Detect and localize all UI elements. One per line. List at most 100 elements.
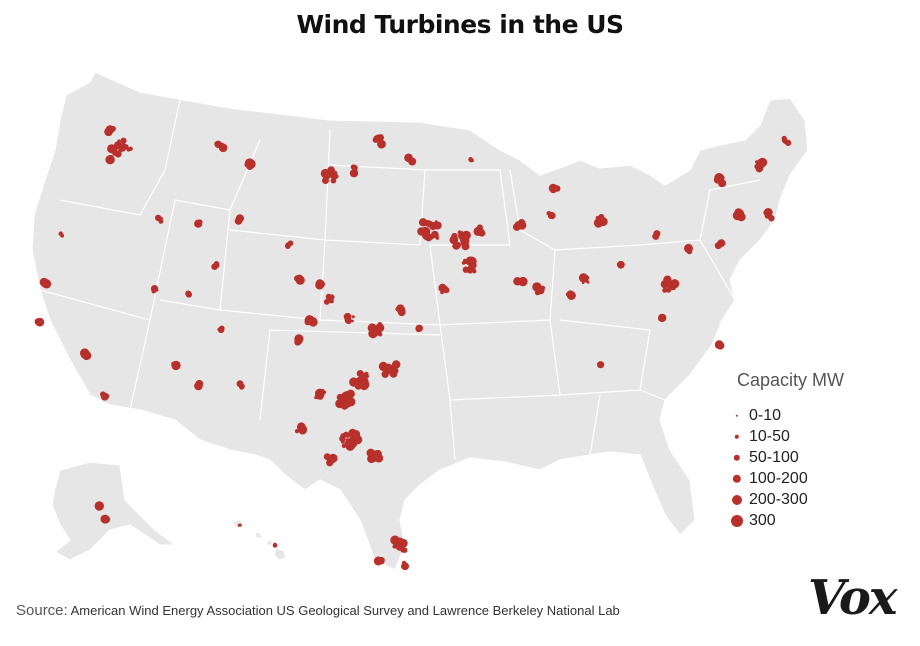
turbine-dot <box>238 523 242 527</box>
turbine-dot <box>586 280 590 284</box>
turbine-dot <box>94 501 105 511</box>
legend-label: 300 <box>749 512 776 529</box>
turbine-dot <box>393 363 398 368</box>
turbine-dot <box>361 380 370 389</box>
turbine-dot <box>58 232 62 236</box>
turbine-dot <box>217 328 221 331</box>
legend-dot <box>733 454 741 461</box>
turbine-dot <box>402 560 406 565</box>
legend-row-0: 0-10 <box>735 405 844 426</box>
turbine-dot <box>234 217 243 225</box>
turbine-dot <box>108 157 114 162</box>
turbine-dot <box>400 311 404 316</box>
turbine-dot <box>239 383 245 390</box>
turbine-dot <box>354 437 358 441</box>
turbine-dot <box>451 232 458 240</box>
turbine-dot <box>344 315 351 322</box>
turbine-dot <box>435 236 440 240</box>
turbine-dot <box>658 316 663 321</box>
turbine-dot <box>519 278 524 283</box>
legend-row-1: 10-50 <box>734 426 844 447</box>
turbine-dot <box>355 376 364 385</box>
turbine-dot <box>427 233 434 240</box>
vox-logo: Vox <box>808 570 897 626</box>
legend-label: 200-300 <box>749 491 808 508</box>
turbine-dot <box>459 231 464 236</box>
turbine-dot <box>340 439 345 444</box>
turbine-dot <box>337 397 344 403</box>
source-label: Source: <box>16 602 68 619</box>
turbine-dot <box>578 273 589 283</box>
turbine-dot <box>329 171 334 176</box>
turbine-dot <box>553 185 561 192</box>
turbine-dot <box>330 177 337 184</box>
turbine-dot <box>323 299 330 305</box>
map-title: Wind Turbines in the US <box>296 10 624 39</box>
alaska-shape <box>51 461 177 561</box>
turbine-dot <box>294 429 300 434</box>
turbine-dot <box>320 168 330 178</box>
turbine-dot <box>757 159 762 164</box>
turbine-dot <box>284 243 291 250</box>
turbine-dot <box>100 391 106 398</box>
turbine-dot <box>219 325 225 332</box>
turbine-dot <box>429 221 438 231</box>
turbine-dot <box>758 163 762 168</box>
turbine-dot <box>375 324 381 330</box>
turbine-dot <box>407 158 411 163</box>
turbine-dot <box>417 227 426 236</box>
turbine-dots <box>34 125 792 571</box>
legend-dot <box>734 434 740 439</box>
turbine-dot <box>398 546 403 551</box>
legend-dot <box>731 514 743 527</box>
turbine-dot <box>351 381 356 386</box>
turbine-dot <box>686 246 691 251</box>
turbine-dot <box>514 279 520 285</box>
turbine-dot <box>159 219 164 224</box>
turbine-dot <box>472 269 477 274</box>
turbine-dot <box>187 291 191 295</box>
turbine-dot <box>195 379 204 388</box>
turbine-dot <box>435 233 439 237</box>
legend-label: 0-10 <box>749 407 782 424</box>
turbine-dot <box>101 515 111 524</box>
contiguous-us-shape <box>31 71 809 571</box>
turbine-dot <box>114 150 122 158</box>
turbine-dot <box>109 144 117 152</box>
turbine-dot <box>80 348 90 358</box>
turbine-dot <box>402 547 408 553</box>
turbine-dot <box>344 441 349 445</box>
legend-dot <box>732 474 742 483</box>
turbine-dot <box>44 282 51 289</box>
turbine-dot <box>298 425 308 435</box>
legend-title: Capacity MW <box>737 370 845 390</box>
turbine-dot <box>362 372 367 377</box>
turbine-dot <box>351 319 354 323</box>
turbine-dot <box>441 285 449 293</box>
turbine-dot <box>423 235 428 240</box>
turbine-dot <box>662 287 668 293</box>
turbine-dot <box>246 163 254 171</box>
turbine-dot <box>425 223 428 227</box>
legend-label: 10-50 <box>749 428 790 445</box>
legend-row-2: 50-100 <box>733 447 844 468</box>
turbine-dot <box>368 328 378 339</box>
turbine-dot <box>377 139 386 149</box>
turbine-dot <box>515 224 519 228</box>
turbine-dot <box>597 361 605 369</box>
legend-label: 100-200 <box>749 470 808 487</box>
turbine-dot <box>461 237 469 246</box>
turbine-dot <box>351 315 355 319</box>
source-note: Source: American Wind Energy Association… <box>16 603 656 618</box>
turbine-dot <box>783 138 788 142</box>
turbine-dot <box>662 281 667 287</box>
turbine-dot <box>273 542 277 546</box>
legend-dot <box>732 494 742 505</box>
turbine-dot <box>566 290 575 299</box>
turbine-dot <box>652 233 658 240</box>
turbine-dot <box>763 209 771 217</box>
turbine-dot <box>737 209 744 217</box>
turbine-dot <box>366 448 376 458</box>
turbine-dot <box>341 443 347 448</box>
turbine-dot <box>346 389 355 398</box>
